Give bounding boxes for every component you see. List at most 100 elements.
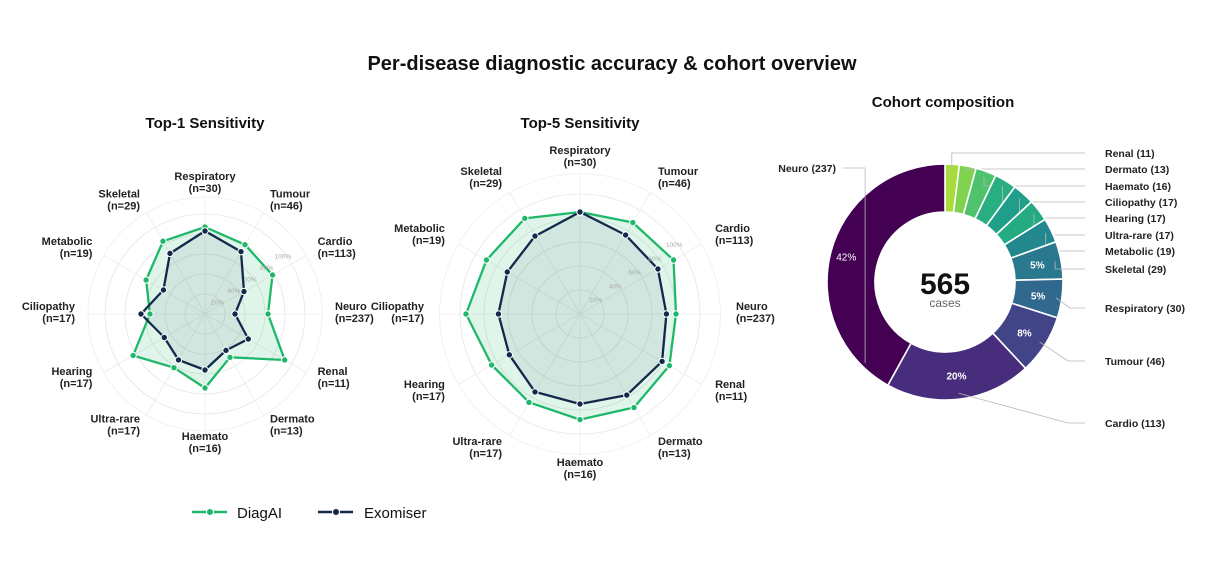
radar-category-label-respiratory: Respiratory (n=30): [174, 171, 236, 195]
donut-label-ultra-rare-17-: Ultra-rare (17): [1105, 230, 1174, 242]
radar-point-diagai-haemato: [201, 384, 209, 392]
legend-marker-diagai: [206, 508, 214, 516]
radar-category-label-tumour: Tumour (n=46): [270, 188, 311, 212]
radar-point-exomiser-cardio: [240, 287, 248, 296]
radar-category-line: (n=29): [469, 178, 502, 190]
radar-category-line: Ultra-rare: [90, 414, 140, 426]
radar-category-line: Skeletal: [460, 166, 502, 178]
radar-tick-label: 80%: [648, 256, 661, 263]
radar-spoke: [579, 243, 702, 315]
donut-pct-label-cardio-113-: 20%: [946, 371, 966, 382]
radar-category-label-hearing: Hearing (n=17): [404, 379, 445, 403]
radar-point-diagai-neuro: [264, 310, 272, 318]
radar-category-line: (n=19): [412, 235, 445, 247]
legend-label-exomiser: Exomiser: [364, 505, 427, 522]
donut-pct-label-tumour-46-: 8%: [1017, 328, 1032, 339]
radar-category-line: Ciliopathy: [22, 301, 76, 313]
radar-top1-title: Top-1 Sensitivity: [146, 115, 266, 132]
cohort-donut: Cohort composition Renal (11) Dermato (13…: [778, 94, 1185, 430]
radar-tick-label: 60%: [244, 277, 257, 284]
radar-category-line: Dermato: [270, 414, 315, 426]
radar-tick-label: 100%: [275, 254, 292, 261]
radar-spoke: [579, 313, 651, 436]
radar-point-exomiser-hearing: [160, 333, 168, 342]
radar-point-diagai-renal: [665, 361, 674, 370]
radar-point-diagai-cardio: [669, 256, 678, 264]
radar-category-line: (n=46): [270, 200, 303, 212]
radar-point-exomiser-neuro: [662, 310, 671, 318]
radar-spoke: [204, 255, 307, 315]
donut-leader-skeletal-29-: [1054, 261, 1085, 270]
legend-label-diagai: DiagAI: [237, 505, 282, 522]
radar-point-diagai-ciliopathy: [146, 310, 154, 318]
radar-category-line: (n=16): [564, 469, 597, 481]
radar-category-line: Skeletal: [98, 188, 140, 200]
radar-category-line: (n=113): [318, 248, 357, 260]
radar-point-diagai-dermato: [630, 403, 638, 412]
radar-spoke: [103, 255, 206, 315]
donut-label-neuro-237-: Neuro (237): [778, 163, 836, 175]
radar-point-exomiser-tumour: [237, 247, 245, 256]
radar-category-line: (n=237): [335, 313, 374, 325]
radar-category-line: (n=46): [658, 178, 691, 190]
donut-pct-label-neuro-237-: 42%: [836, 252, 856, 263]
radar-category-line: Tumour: [270, 188, 311, 200]
radar-category-line: (n=17): [60, 378, 93, 390]
radar-point-exomiser-renal: [658, 357, 666, 366]
radar-tick-label: 80%: [260, 265, 273, 272]
radar-category-label-renal: Renal (n=11): [318, 366, 350, 390]
radar-category-line: Tumour: [658, 166, 699, 178]
donut-leader-haemato-16-: [983, 177, 1085, 187]
donut-leader-ciliopathy-17-: [1002, 185, 1085, 203]
radar-spoke: [146, 212, 206, 315]
radar-category-label-metabolic: Metabolic (n=19): [42, 236, 93, 260]
radar-point-exomiser-respiratory: [201, 227, 209, 235]
radar-spoke: [103, 313, 206, 373]
radar-category-label-ultra-rare: Ultra-rare (n=17): [452, 436, 502, 460]
radar-category-label-skeletal: Skeletal (n=29): [98, 188, 140, 212]
radar-point-diagai-renal: [280, 356, 289, 364]
radar-point-exomiser-skeletal: [531, 232, 539, 240]
radar-tick-label: 40%: [227, 288, 240, 295]
radar-category-line: Hearing: [404, 379, 445, 391]
radar-point-exomiser-haemato: [201, 366, 209, 374]
radar-category-line: Cardio: [318, 236, 353, 248]
radar-point-exomiser-metabolic: [503, 268, 511, 276]
donut-label-ciliopathy-17-: Ciliopathy (17): [1105, 197, 1177, 209]
radar-point-exomiser-respiratory: [576, 208, 584, 216]
donut-label-metabolic-19-: Metabolic (19): [1105, 246, 1175, 258]
figure-title: Per-disease diagnostic accuracy & cohort…: [367, 53, 857, 75]
radar-point-diagai-ultra-rare: [525, 398, 533, 407]
radar-point-diagai-tumour: [241, 241, 249, 249]
radar-category-line: (n=17): [391, 313, 424, 325]
radar-point-exomiser-metabolic: [159, 286, 168, 294]
radar-top5-title: Top-5 Sensitivity: [521, 115, 641, 132]
donut-label-tumour-46-: Tumour (46): [1105, 356, 1165, 368]
legend-item-exomiser[interactable]: Exomiser: [318, 505, 427, 522]
donut-hole: [876, 213, 1014, 351]
legend: DiagAI Exomiser: [192, 505, 427, 522]
radar-point-exomiser-hearing: [505, 351, 514, 359]
radar-category-line: Cardio: [715, 223, 750, 235]
donut-label-cardio-113-: Cardio (113): [1105, 418, 1165, 430]
radar-point-exomiser-dermato: [222, 346, 230, 355]
radar-category-label-haemato: Haemato (n=16): [182, 431, 229, 455]
radar-category-line: (n=30): [564, 157, 597, 169]
radar-category-line: (n=11): [318, 378, 350, 390]
radar-category-line: Ciliopathy: [371, 301, 425, 313]
radar-tick-label: 20%: [589, 297, 602, 304]
radar-category-line: (n=29): [107, 200, 140, 212]
legend-item-diagai[interactable]: DiagAI: [192, 505, 282, 522]
radar-point-diagai-metabolic: [482, 256, 491, 264]
radar-point-diagai-hearing: [129, 351, 137, 360]
radar-category-label-cardio: Cardio (n=113): [318, 236, 357, 260]
radar-point-exomiser-ciliopathy: [137, 310, 145, 318]
radar-category-line: (n=17): [42, 313, 75, 325]
radar-spoke: [579, 192, 651, 315]
radar-point-diagai-haemato: [576, 415, 584, 424]
radar-category-line: (n=30): [189, 183, 222, 195]
radar-category-line: (n=113): [715, 235, 754, 247]
donut-leader-cardio-113-: [958, 392, 1085, 424]
radar-spoke: [458, 243, 581, 315]
donut-leader-renal-11-: [951, 152, 1085, 171]
